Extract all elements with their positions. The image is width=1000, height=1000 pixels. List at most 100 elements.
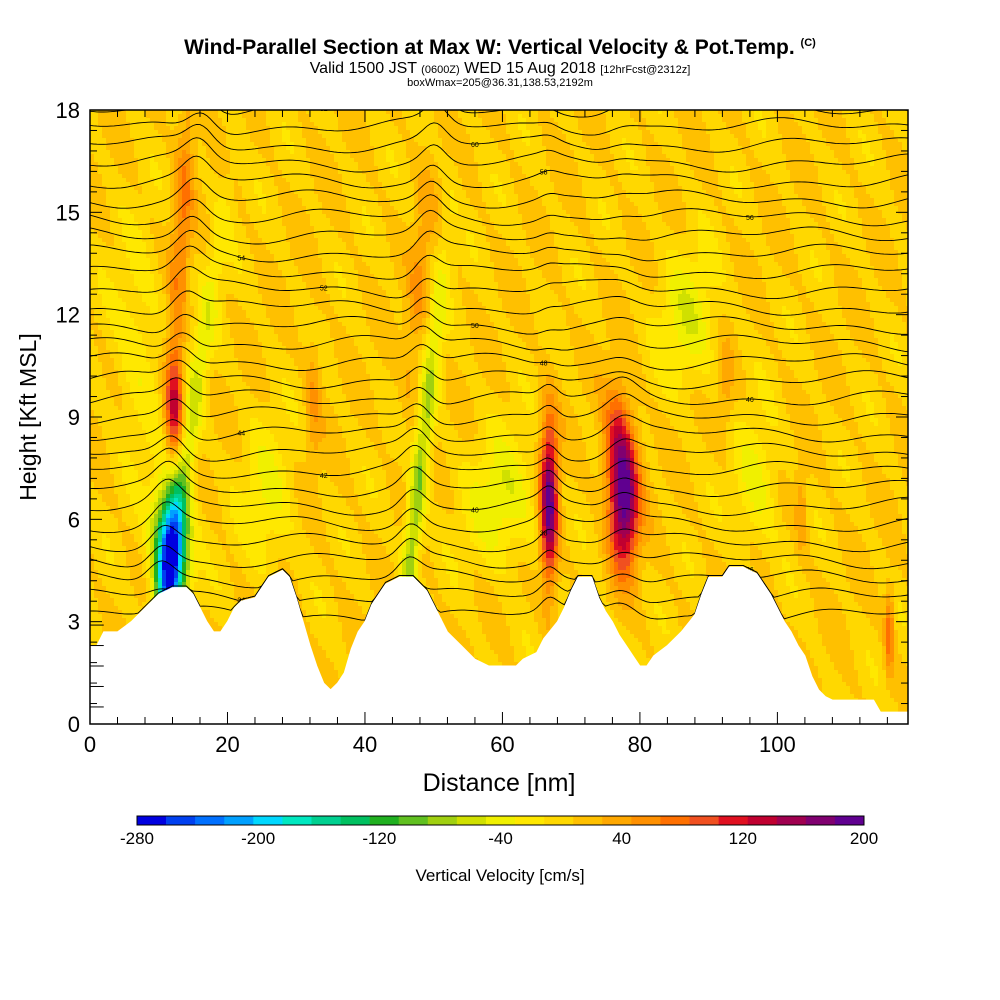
field-cell [106,154,111,159]
field-cell [94,182,99,187]
field-cell [210,570,215,575]
field-cell [214,322,219,327]
field-cell [158,378,163,383]
field-cell [138,570,143,575]
field-cell [178,342,183,347]
field-cell [94,594,99,599]
field-cell [142,314,147,319]
field-cell [134,334,139,339]
field-cell [170,174,175,179]
field-cell [98,462,103,467]
field-cell [118,274,123,279]
field-cell [174,174,179,179]
field-cell [98,302,103,307]
field-cell [206,302,211,307]
field-cell [126,158,131,163]
field-cell [198,434,203,439]
field-cell [126,458,131,463]
field-cell [206,150,211,155]
field-cell [170,182,175,187]
field-cell [118,194,123,199]
field-cell [166,118,171,123]
field-cell [130,278,135,283]
field-cell [194,142,199,147]
field-cell [198,398,203,403]
field-cell [94,222,99,227]
field-cell [106,626,111,631]
field-cell [214,286,219,291]
field-cell [190,578,195,583]
field-cell [174,278,179,283]
field-cell [118,158,123,163]
field-cell [114,566,119,571]
field-cell [214,202,219,207]
field-cell [198,394,203,399]
field-cell [202,362,207,367]
field-cell [198,210,203,215]
field-cell [214,238,219,243]
field-cell [182,242,187,247]
field-cell [166,538,171,543]
field-cell [110,422,115,427]
field-cell [138,258,143,263]
field-cell [198,282,203,287]
field-cell [182,562,187,567]
field-cell [162,574,167,579]
field-cell [206,398,211,403]
field-cell [194,566,199,571]
field-cell [110,454,115,459]
field-cell [206,422,211,427]
field-cell [162,238,167,243]
field-cell [186,274,191,279]
field-cell [94,326,99,331]
field-cell [134,566,139,571]
field-cell [178,242,183,247]
field-cell [206,198,211,203]
field-cell [142,338,147,343]
field-cell [110,410,115,415]
field-cell [106,214,111,219]
field-cell [134,254,139,259]
field-cell [186,442,191,447]
field-cell [182,294,187,299]
field-cell [154,514,159,519]
field-cell [130,514,135,519]
field-cell [110,182,115,187]
field-cell [142,486,147,491]
field-cell [162,222,167,227]
field-cell [202,454,207,459]
field-cell [114,606,119,611]
field-cell [142,482,147,487]
field-cell [138,274,143,279]
field-cell [134,394,139,399]
field-cell [110,470,115,475]
field-cell [182,138,187,143]
field-cell [134,414,139,419]
field-cell [98,282,103,287]
field-cell [190,378,195,383]
field-cell [214,382,219,387]
field-cell [150,254,155,259]
field-cell [198,326,203,331]
field-cell [194,406,199,411]
field-cell [142,286,147,291]
field-cell [146,250,151,255]
field-cell [106,398,111,403]
field-cell [106,274,111,279]
field-cell [122,498,127,503]
field-cell [206,166,211,171]
field-cell [106,442,111,447]
field-cell [178,126,183,131]
field-cell [130,282,135,287]
field-cell [214,486,219,491]
field-cell [94,582,99,587]
field-cell [218,230,223,235]
field-cell [158,254,163,259]
field-cell [110,386,115,391]
field-cell [170,486,175,491]
field-cell [206,390,211,395]
field-cell [182,438,187,443]
field-cell [122,382,127,387]
field-cell [194,126,199,131]
field-cell [198,302,203,307]
